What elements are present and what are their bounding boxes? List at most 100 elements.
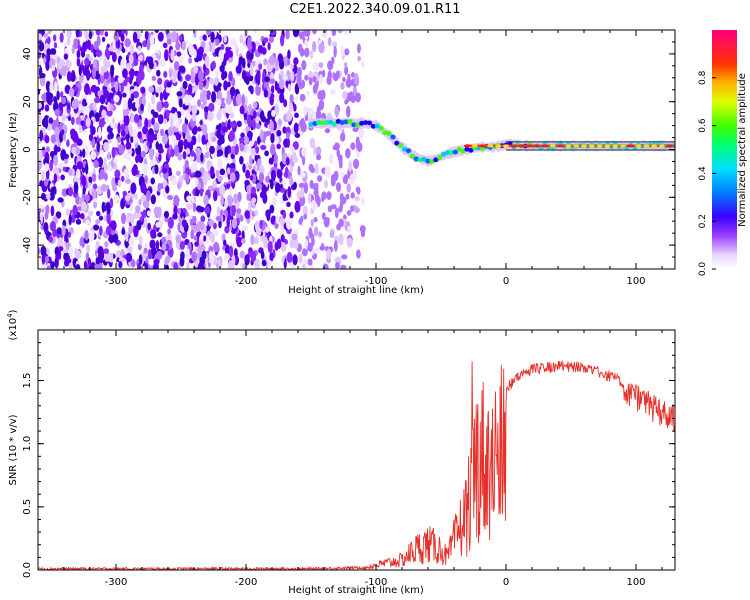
noise-cell (210, 233, 215, 241)
noise-cell (221, 71, 226, 81)
x-tick-label: 0 (503, 276, 509, 287)
noise-cell (66, 102, 71, 110)
noise-cell (53, 173, 58, 184)
noise-cell (63, 252, 67, 261)
noise-cell (146, 38, 151, 51)
noise-cell (223, 52, 230, 61)
noise-cell (121, 129, 126, 137)
noise-cell (142, 209, 147, 218)
noise-cell (268, 36, 275, 43)
noise-cell (94, 112, 100, 123)
noise-cell (224, 146, 229, 158)
track-hot-cell (503, 144, 509, 148)
noise-cell (333, 170, 339, 181)
noise-cell (70, 116, 75, 126)
noise-cell (346, 105, 351, 118)
noise-cell (151, 75, 156, 82)
noise-cell (117, 179, 122, 188)
noise-cell (321, 212, 326, 220)
noise-cell (280, 234, 285, 243)
noise-cell (50, 260, 55, 269)
noise-cell (228, 245, 234, 258)
noise-cell (219, 184, 226, 196)
noise-cell (299, 31, 305, 40)
noise-cell (50, 205, 55, 217)
track-hot-cell (534, 144, 541, 148)
noise-cell (90, 150, 97, 160)
noise-cell (236, 236, 243, 248)
noise-cell (99, 168, 105, 180)
noise-cell (309, 167, 316, 174)
noise-cell (236, 208, 242, 214)
noise-cell (215, 38, 220, 46)
noise-cell (108, 46, 115, 52)
noise-cell (326, 191, 332, 201)
x-tick-label: -200 (235, 577, 258, 588)
colorbar: 0.0 0.2 0.4 0.6 0.8 Normalized spectral ampl… (698, 30, 748, 276)
noise-cell (209, 145, 215, 155)
track-cell (324, 119, 330, 125)
noise-cell (227, 260, 235, 269)
noise-cell (192, 202, 197, 213)
noise-cell (162, 42, 168, 49)
noise-cell (98, 262, 103, 269)
noise-cell (122, 190, 128, 197)
noise-cell (225, 95, 232, 105)
noise-cell (126, 132, 130, 144)
noise-cell (99, 30, 104, 36)
noise-cell (68, 214, 72, 226)
noise-cell (195, 188, 200, 197)
snr-y-label: SNR (10 * v/v) (8, 414, 19, 485)
noise-cell (41, 170, 45, 182)
noise-cell (278, 78, 285, 90)
track-hot-cell (542, 144, 548, 148)
noise-cell (68, 263, 73, 269)
noise-cell (307, 242, 313, 252)
noise-cell (39, 75, 46, 87)
noise-cell (313, 226, 319, 237)
noise-cell (321, 243, 325, 249)
noise-cell (276, 238, 282, 249)
track-hot-cell (471, 144, 478, 148)
noise-cell (124, 231, 129, 242)
track-cell (441, 151, 447, 157)
noise-cell (165, 185, 170, 194)
noise-cell (312, 182, 319, 191)
noise-cell (60, 174, 65, 181)
noise-cell (251, 197, 257, 204)
noise-cell (253, 30, 258, 35)
noise-cell (112, 233, 119, 244)
noise-cell (138, 198, 142, 206)
noise-cell (75, 218, 82, 225)
noise-cell (336, 235, 342, 244)
noise-cell (122, 68, 128, 79)
noise-cell (217, 138, 223, 146)
snr-frame (37, 329, 676, 571)
noise-cell (215, 215, 222, 222)
noise-cell (121, 212, 127, 225)
noise-cell (44, 117, 49, 130)
noise-cell (265, 175, 271, 183)
noise-cell (117, 136, 122, 143)
track-cell (413, 156, 419, 162)
noise-cell (193, 235, 198, 241)
noise-cell (190, 72, 196, 84)
noise-cell (98, 118, 105, 128)
noise-cell (317, 90, 324, 101)
noise-cell (166, 37, 172, 45)
noise-cell (44, 255, 50, 264)
noise-cell (121, 229, 126, 236)
noise-cell (44, 162, 49, 172)
noise-cell (219, 65, 225, 73)
noise-cell (63, 153, 69, 160)
noise-cell (126, 212, 131, 224)
noise-cell (203, 106, 209, 113)
noise-cell (68, 226, 74, 235)
noise-cell (212, 258, 219, 264)
noise-cell (304, 39, 308, 47)
noise-cell (38, 102, 42, 109)
noise-cell (334, 107, 340, 116)
noise-cell (352, 158, 360, 169)
noise-cell (194, 73, 200, 86)
noise-cell (49, 82, 54, 93)
